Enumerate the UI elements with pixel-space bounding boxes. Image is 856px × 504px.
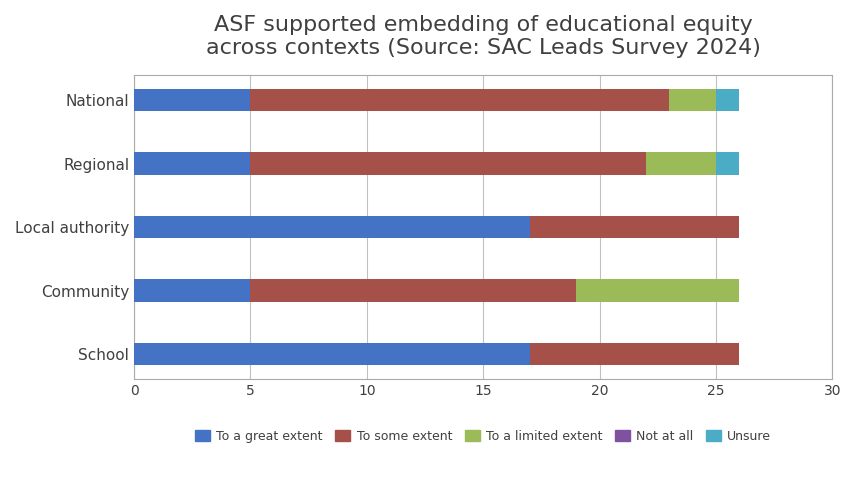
Bar xyxy=(134,343,530,365)
Bar xyxy=(251,279,576,302)
Bar xyxy=(251,89,669,111)
Bar xyxy=(530,216,740,238)
Bar xyxy=(134,152,251,174)
Bar xyxy=(646,152,716,174)
Bar xyxy=(716,89,740,111)
Bar xyxy=(134,279,251,302)
Bar xyxy=(134,89,251,111)
Bar xyxy=(530,343,740,365)
Bar xyxy=(716,152,740,174)
Bar xyxy=(576,279,740,302)
Bar xyxy=(134,216,530,238)
Bar xyxy=(251,152,646,174)
Title: ASF supported embedding of educational equity
across contexts (Source: SAC Leads: ASF supported embedding of educational e… xyxy=(205,15,761,58)
Legend: To a great extent, To some extent, To a limited extent, Not at all, Unsure: To a great extent, To some extent, To a … xyxy=(190,425,776,448)
Bar xyxy=(669,89,716,111)
